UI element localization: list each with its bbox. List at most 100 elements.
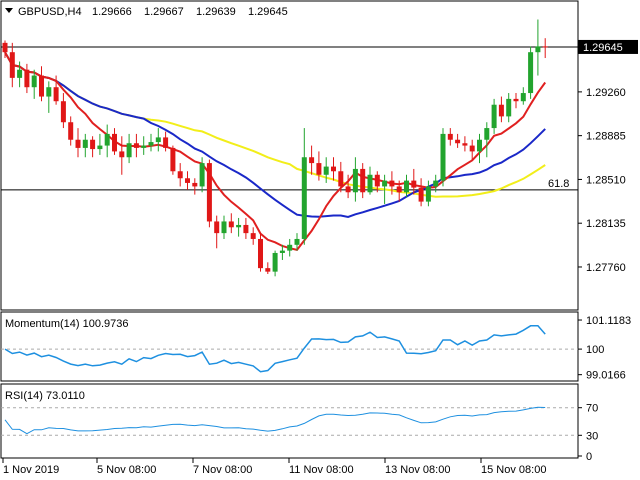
candle-body bbox=[82, 139, 88, 148]
price-pane bbox=[0, 0, 579, 311]
candle-body bbox=[301, 157, 307, 239]
candle-body bbox=[433, 180, 439, 187]
candle-body bbox=[214, 221, 220, 234]
rsi-axis: 70 30 0 bbox=[578, 403, 598, 463]
candle-body bbox=[155, 137, 161, 143]
price-tick-label: 1.28510 bbox=[586, 174, 626, 186]
candle-body bbox=[141, 145, 147, 148]
candle-body bbox=[418, 187, 424, 202]
candle-body bbox=[24, 69, 30, 88]
rsi-tick-label: 0 bbox=[586, 451, 592, 463]
candle-body bbox=[97, 145, 103, 150]
candle-body bbox=[9, 52, 15, 78]
candle-body bbox=[236, 224, 242, 228]
fib-label: 61.8 bbox=[548, 178, 569, 190]
momentum-line bbox=[4, 325, 546, 373]
candle-body bbox=[279, 250, 285, 253]
candle-body bbox=[258, 238, 263, 269]
candle-body bbox=[272, 252, 278, 272]
candle-body bbox=[425, 186, 431, 202]
candle-body bbox=[345, 186, 351, 193]
momentum-tick-label: 99.0166 bbox=[586, 370, 626, 382]
candle-body bbox=[484, 128, 490, 140]
candle-body bbox=[287, 244, 293, 251]
time-tick-label: 5 Nov 08:00 bbox=[97, 464, 156, 476]
candle-body bbox=[39, 75, 44, 97]
candle-body bbox=[360, 168, 366, 193]
momentum-tick-label: 101.1183 bbox=[586, 315, 631, 327]
candle-body bbox=[2, 42, 8, 53]
time-axis: 1 Nov 2019 5 Nov 08:00 7 Nov 08:00 11 Nov 0… bbox=[2, 458, 546, 476]
candle-body bbox=[75, 139, 81, 148]
candle-body bbox=[148, 142, 154, 146]
candle-body bbox=[506, 98, 512, 117]
ohlc-open: 1.29666 bbox=[92, 6, 132, 18]
momentum-pane bbox=[0, 311, 579, 382]
candle-body bbox=[133, 143, 139, 148]
candle-body bbox=[331, 166, 336, 172]
candle-body bbox=[352, 168, 358, 193]
candle-body bbox=[396, 186, 402, 193]
price-axis: 1.29260 1.28885 1.28510 1.28135 1.27760 bbox=[578, 87, 626, 274]
candle-body bbox=[170, 147, 176, 172]
symbol-label: GBPUSD,H4 bbox=[18, 6, 82, 18]
candle-body bbox=[60, 101, 66, 123]
current-price-tag: 1.29645 bbox=[578, 39, 638, 54]
candle-body bbox=[250, 233, 256, 239]
price-tick-label: 1.28135 bbox=[586, 218, 626, 230]
rsi-tick-label: 30 bbox=[586, 430, 598, 442]
candle-body bbox=[404, 180, 409, 193]
candle-body bbox=[491, 104, 497, 129]
candle-body bbox=[221, 221, 227, 234]
candle-body bbox=[104, 133, 110, 146]
candle-body bbox=[206, 163, 212, 222]
rsi-title: RSI(14) 73.0110 bbox=[5, 390, 85, 402]
candle-body bbox=[17, 69, 23, 78]
candle-body bbox=[520, 93, 526, 102]
candle-body bbox=[513, 98, 519, 102]
candle-body bbox=[294, 238, 300, 245]
candle-body bbox=[447, 133, 453, 140]
time-tick-label: 7 Nov 08:00 bbox=[193, 464, 252, 476]
candle-body bbox=[462, 143, 468, 146]
chevron-down-icon[interactable] bbox=[5, 8, 13, 13]
candle-body bbox=[192, 182, 198, 187]
candle-body bbox=[126, 143, 132, 158]
candle-body bbox=[542, 46, 548, 48]
candles-group bbox=[2, 19, 548, 277]
candle-body bbox=[112, 133, 117, 152]
price-tick-label: 1.29260 bbox=[586, 87, 626, 99]
candle-body bbox=[535, 46, 541, 53]
candle-body bbox=[477, 139, 482, 152]
momentum-axis: 101.1183 100 99.0166 bbox=[578, 315, 631, 382]
candle-body bbox=[469, 145, 475, 152]
candle-body bbox=[338, 171, 344, 187]
ma-mid-line bbox=[4, 51, 546, 219]
candle-body bbox=[31, 75, 37, 88]
candle-body bbox=[177, 171, 183, 179]
candle-body bbox=[90, 139, 96, 150]
candle-body bbox=[309, 157, 315, 164]
candle-body bbox=[528, 52, 534, 94]
candle-body bbox=[119, 151, 125, 158]
candle-body bbox=[389, 180, 395, 187]
momentum-title: Momentum(14) 100.9736 bbox=[5, 318, 129, 330]
candle-body bbox=[265, 268, 271, 272]
rsi-pane bbox=[0, 383, 579, 459]
candle-body bbox=[243, 224, 249, 234]
momentum-tick-label: 100 bbox=[586, 344, 604, 356]
candle-body bbox=[199, 163, 205, 187]
price-tick-label: 1.27760 bbox=[586, 262, 626, 274]
candle-body bbox=[163, 137, 169, 148]
candle-body bbox=[440, 133, 446, 181]
candle-body bbox=[316, 163, 322, 175]
candle-body bbox=[374, 174, 380, 187]
candle-body bbox=[367, 174, 373, 193]
candle-body bbox=[382, 180, 388, 187]
candle-body bbox=[455, 139, 461, 144]
candle-body bbox=[498, 104, 504, 117]
candle-body bbox=[46, 87, 52, 97]
candle-body bbox=[323, 166, 329, 175]
candle-body bbox=[53, 87, 59, 102]
